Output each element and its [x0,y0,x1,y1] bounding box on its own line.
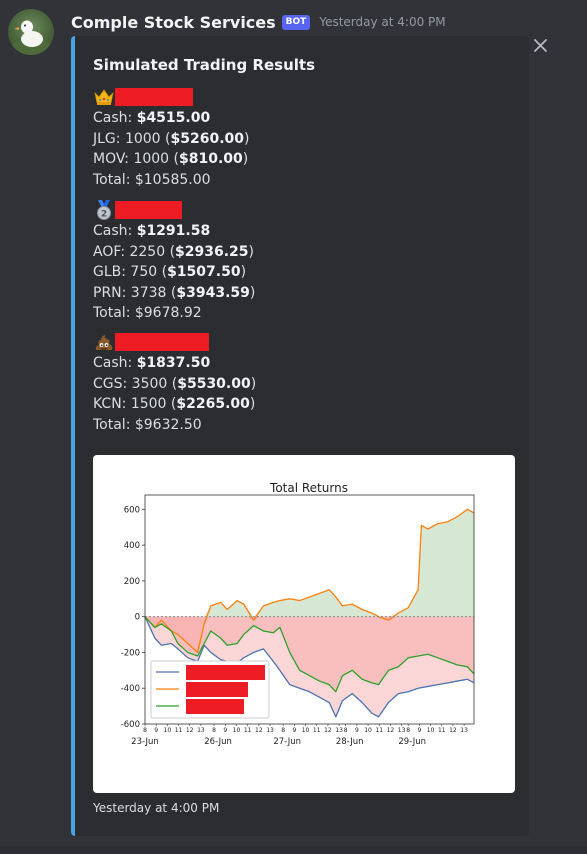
pile-of-poo-icon [95,335,113,350]
y-axis-ticks: 600 400 200 0 -200 -400 -600 [121,505,145,730]
x-hour-label: 8 [281,727,285,734]
x-hour-label: 11 [438,727,446,734]
y-tick-label: 0 [135,613,140,623]
x-hour-label: 8 [406,727,410,734]
player-3-total: Total: $9632.50 [93,416,202,433]
player-2-block: 2 Cash: $1291.58 AOF: 2250 ($2936.25) GL… [93,199,255,324]
series-2-line [144,508,475,654]
x-hour-label: 12 [186,727,194,734]
plot-frame [144,494,475,725]
player-2-cash: Cash: $1291.58 [93,223,211,239]
redacted-player-name [115,88,193,106]
player-1-block: Cash: $4515.00 JLG: 1000 ($5260.00) MOV:… [93,86,249,190]
player-3-holding-1: CGS: 3500 ($5530.00) [93,375,257,392]
x-date-label: 27-Jun [273,737,301,747]
player-2-holding-3: PRN: 3738 ($3943.59) [93,284,256,301]
x-hour-label: 9 [355,727,359,734]
x-hour-label: 12 [324,727,332,734]
x-hour-label: 9 [292,727,296,734]
x-date-label: 23-Jun [131,737,159,747]
x-hour-label: 11 [175,727,183,734]
legend-redacted-label [186,665,265,680]
results-embed: Simulated Trading Results Cash: $4515.00… [71,36,529,836]
x-hour-label: 8 [344,727,348,734]
embed-footer-timestamp: Yesterday at 4:00 PM [93,801,220,815]
chart-legend [150,660,270,719]
bottom-divider [0,846,587,854]
crown-icon [94,89,114,105]
bot-username[interactable]: Comple Stock Services [71,12,276,32]
x-hour-label: 8 [143,727,147,734]
player-1-total: Total: $10585.00 [93,171,211,188]
player-3-heading [93,331,256,353]
legend-redacted-label [186,682,248,697]
x-hour-label: 13 [335,727,343,734]
player-3-holding-2: KCN: 1500 ($2265.00) [93,396,256,412]
x-hour-label: 10 [364,727,372,734]
series-3-negative-fill [145,616,474,692]
player-2-total: Total: $9678.92 [93,305,202,321]
series-3-line [144,616,475,693]
second-place-medal-icon: 2 [97,200,111,220]
y-tick-label: -200 [121,648,140,658]
series-2-negative-fill [145,616,474,653]
x-hour-label: 11 [244,727,252,734]
x-hour-label: 13 [398,727,406,734]
chart-title: Total Returns [269,481,348,495]
close-icon[interactable] [532,37,549,54]
player-3-cash: Cash: $1837.50 [93,355,211,371]
player-3-block: Cash: $1837.50 CGS: 3500 ($5530.00) KCN:… [93,331,256,435]
x-hour-label: 8 [212,727,216,734]
y-tick-label: -600 [121,720,140,730]
duck-avatar-image [9,20,53,55]
x-hour-label: 10 [427,727,435,734]
redacted-player-name [115,201,182,219]
redacted-player-name [115,333,209,351]
x-hour-label: 13 [460,727,468,734]
y-tick-label: 600 [124,505,140,515]
x-hour-label: 11 [313,727,321,734]
x-hour-label: 13 [266,727,274,734]
player-2-holding-2: GLB: 750 ($1507.50) [93,264,247,280]
message-header: Comple Stock Services BOT Yesterday at 4… [71,11,446,33]
legend-redacted-label [186,699,244,714]
embed-title: Simulated Trading Results [93,56,316,74]
y-tick-label: 200 [124,577,140,587]
x-hour-label: 11 [375,727,383,734]
player-1-heading [93,86,249,108]
x-hour-label: 9 [223,727,227,734]
x-hour-label: 12 [449,727,457,734]
player-1-holding-2: MOV: 1000 ($810.00) [93,151,249,167]
bot-avatar[interactable] [8,9,54,55]
x-date-label: 26-Jun [204,737,232,747]
x-date-label: 29-Jun [398,737,426,747]
y-tick-label: -400 [121,684,140,694]
message-timestamp[interactable]: Yesterday at 4:00 PM [319,15,446,29]
x-hour-label: 9 [417,727,421,734]
chart-fill-areas [145,509,474,717]
bot-badge: BOT [281,14,311,30]
player-1-holding-1: JLG: 1000 ($5260.00) [93,130,250,147]
x-hour-label: 10 [164,727,172,734]
series-1-line [144,616,475,718]
x-hour-label: 13 [197,727,205,734]
x-hour-label: 10 [302,727,310,734]
x-date-label: 28-Jun [336,737,364,747]
chart-series-lines [144,508,475,718]
player-2-holding-1: AOF: 2250 ($2936.25) [93,243,255,260]
x-hour-label: 9 [154,727,158,734]
series-1-negative-fill [145,616,474,717]
player-1-cash: Cash: $4515.00 [93,110,211,126]
y-tick-label: 400 [124,541,140,551]
series-2-positive-fill [145,509,474,617]
player-2-heading: 2 [93,199,255,221]
svg-text:2: 2 [101,210,107,220]
x-hour-label: 12 [387,727,395,734]
x-hour-label: 12 [255,727,263,734]
x-hour-label: 10 [233,727,241,734]
